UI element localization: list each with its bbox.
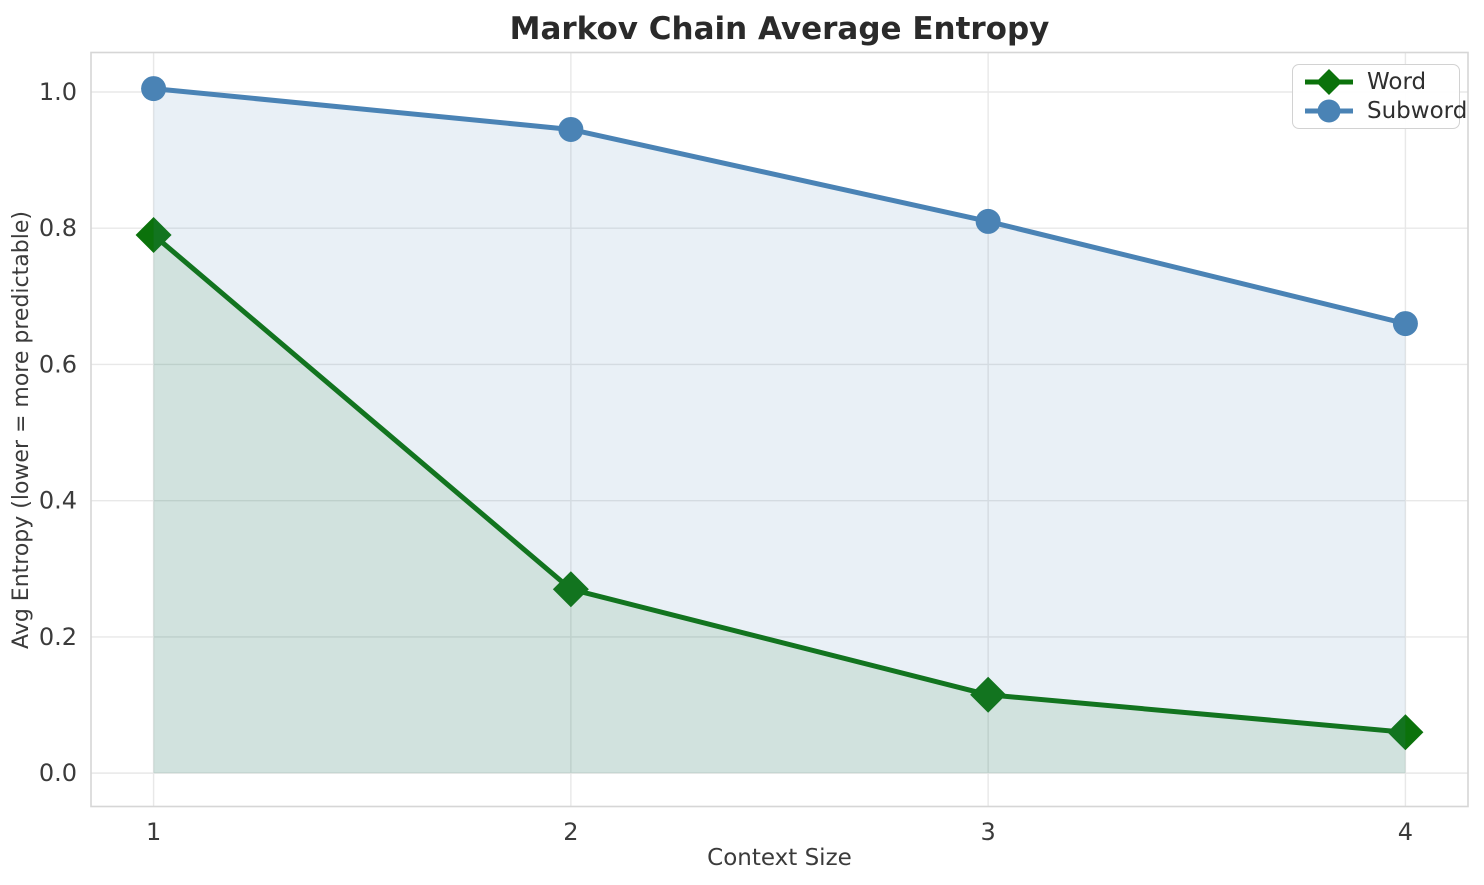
x-tick-label: 4 bbox=[1398, 818, 1413, 846]
circle-marker bbox=[1392, 311, 1418, 337]
y-tick-label: 0.4 bbox=[39, 487, 77, 515]
circle-marker bbox=[558, 116, 584, 142]
diamond-marker bbox=[970, 676, 1007, 713]
y-tick-label: 0.8 bbox=[39, 214, 77, 242]
plot-border bbox=[90, 51, 1469, 808]
area-fill-word bbox=[153, 235, 1406, 774]
y-axis-label: Avg Entropy (lower = more predictable) bbox=[9, 211, 34, 649]
diamond-marker bbox=[1387, 714, 1424, 751]
x-axis-label: Context Size bbox=[707, 845, 852, 871]
legend: Word Subword bbox=[1292, 64, 1467, 129]
circle-marker bbox=[975, 208, 1001, 234]
circle-marker bbox=[141, 76, 167, 102]
chart-title: Markov Chain Average Entropy bbox=[509, 11, 1050, 47]
series-line-word bbox=[151, 232, 1408, 735]
y-tick-label: 0.2 bbox=[39, 623, 77, 651]
diamond-marker-icon bbox=[1305, 68, 1353, 95]
legend-label-subword: Subword bbox=[1367, 98, 1468, 125]
series-line-subword bbox=[151, 86, 1408, 327]
legend-item-subword: Subword bbox=[1293, 97, 1467, 127]
x-tick-label: 3 bbox=[980, 818, 995, 846]
area-fill-subword bbox=[153, 88, 1406, 774]
x-tick-label: 2 bbox=[563, 818, 578, 846]
legend-label-word: Word bbox=[1367, 68, 1427, 95]
diamond-marker bbox=[552, 571, 589, 608]
y-tick-label: 1.0 bbox=[39, 78, 77, 106]
y-tick-label: 0.6 bbox=[39, 350, 77, 378]
circle-marker-icon bbox=[1305, 99, 1353, 123]
x-tick-label: 1 bbox=[146, 818, 161, 846]
y-tick-label: 0.0 bbox=[39, 759, 77, 787]
legend-item-word: Word bbox=[1293, 67, 1459, 97]
diamond-marker bbox=[135, 217, 172, 254]
